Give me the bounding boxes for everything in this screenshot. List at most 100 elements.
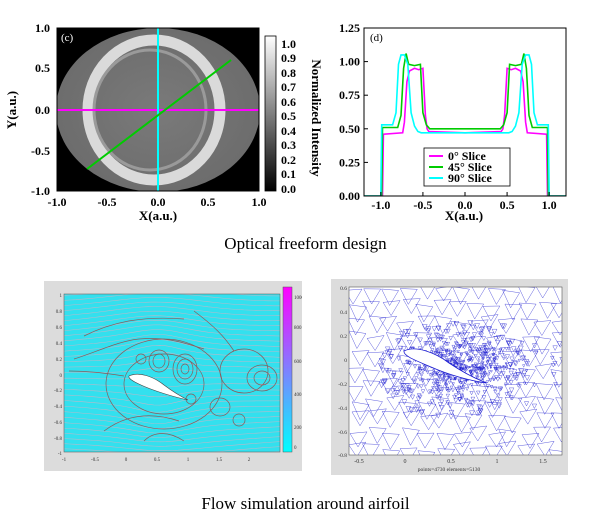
streamline xyxy=(64,320,280,334)
series-line-2 xyxy=(364,54,566,196)
x-tick-label: -0.5 xyxy=(91,458,99,463)
colorbar-tick-label: 0.8 xyxy=(281,66,296,80)
x-tick-label: 1.5 xyxy=(216,458,223,463)
y-tick-label: 1.25 xyxy=(339,21,360,35)
streamline xyxy=(64,409,280,424)
x-tick-label: 0.0 xyxy=(458,198,473,212)
x-tick-label: 0 xyxy=(125,458,128,463)
colorbar-tick-label: 200 xyxy=(294,426,302,431)
y-tick-label: 0.50 xyxy=(339,122,360,136)
y-tick-label: 0.6 xyxy=(56,326,63,331)
x-tick-label: 0.5 xyxy=(154,458,161,463)
y-tick-label: 0.5 xyxy=(35,61,50,75)
x-axis-label: X(a.u.) xyxy=(445,208,483,223)
streamline xyxy=(64,424,280,438)
streamline xyxy=(64,434,280,447)
streamline xyxy=(64,419,280,434)
colorbar-tick-label: 0.2 xyxy=(281,153,296,167)
legend: 0° Slice 45° Slice 90° Slice xyxy=(423,147,511,187)
x-axis-label: X(a.u.) xyxy=(139,208,177,223)
y-tick-label: 1.0 xyxy=(35,21,50,35)
y-axis-label: Y(a.u.) xyxy=(4,91,19,129)
y-tick-label: 0.4 xyxy=(56,342,63,347)
panel-label-d: (d) xyxy=(370,32,383,44)
y-tick-label: -0.6 xyxy=(338,430,347,436)
y-tick-label: -1 xyxy=(58,452,63,457)
y-tick-label: 0.2 xyxy=(340,334,347,340)
panel-c-intensity-map: (c) 1.0 0.5 0.0 -0.5 -1.0 -1.0 -0.5 0.0 … xyxy=(4,21,324,223)
y-tick-label: -0.5 xyxy=(31,144,50,158)
colorbar xyxy=(282,286,293,453)
streamline xyxy=(64,294,280,299)
streamline xyxy=(64,315,280,329)
streamline xyxy=(64,310,280,324)
colorbar-tick-label: 800 xyxy=(294,326,302,331)
colorbar-tick-label: 400 xyxy=(294,393,302,398)
streamline xyxy=(64,414,280,429)
panel-airfoil-mesh: 0.6 0.4 0.2 0 -0.2 -0.4 -0.6 -0.8 -0.5 0… xyxy=(331,279,568,475)
streamline xyxy=(64,383,280,388)
colorbar-tick-label: 600 xyxy=(294,360,302,365)
streamline xyxy=(64,297,280,309)
streamline xyxy=(64,351,280,364)
y-tick-label: 0.4 xyxy=(340,310,347,316)
y-tick-label: -0.2 xyxy=(54,389,62,394)
caption-flow-simulation: Flow simulation around airfoil xyxy=(201,494,410,513)
x-tick-label: 1.0 xyxy=(542,198,557,212)
y-tick-label: -1.0 xyxy=(31,184,50,198)
y-tick-label: 0 xyxy=(344,358,347,364)
x-tick-label: 0.5 xyxy=(201,195,216,209)
x-tick-label: -0.5 xyxy=(354,459,364,465)
streamline xyxy=(64,301,280,314)
y-tick-label: -0.4 xyxy=(54,405,62,410)
y-tick-label: 0.0 xyxy=(35,103,50,117)
caption-optical-freeform: Optical freeform design xyxy=(224,234,387,253)
slice-line-45deg xyxy=(86,59,232,170)
y-tick-label: 0.75 xyxy=(339,88,360,102)
colorbar-tick-label: 0.7 xyxy=(281,80,296,94)
x-tick-label: 1.5 xyxy=(539,459,547,465)
y-tick-label: 0.2 xyxy=(56,358,63,363)
x-tick-label: -0.5 xyxy=(98,195,117,209)
colorbar-tick-label: 0.4 xyxy=(281,124,296,138)
y-tick-label: -0.6 xyxy=(54,421,62,426)
streamline xyxy=(64,339,280,354)
colorbar-tick-label: 1.0 xyxy=(281,37,296,51)
streamline xyxy=(64,399,280,413)
series-line-1 xyxy=(364,53,566,196)
colorbar-tick-label: 0.9 xyxy=(281,51,296,65)
y-tick-label: -0.8 xyxy=(54,437,62,442)
y-tick-label: 1.00 xyxy=(339,55,360,69)
streamline xyxy=(64,306,280,319)
x-tick-label: 1.0 xyxy=(252,195,267,209)
airfoil xyxy=(403,348,488,384)
panel-label-c: (c) xyxy=(61,32,74,44)
streamline xyxy=(64,389,280,398)
streamline xyxy=(64,294,280,304)
y-tick-label: 0 xyxy=(60,374,63,379)
pressure-contours xyxy=(68,310,278,442)
x-tick-label: 1 xyxy=(187,458,190,463)
x-tick-label: 0.5 xyxy=(500,198,515,212)
x-tick-label: 0 xyxy=(404,459,407,465)
x-tick-label: 1 xyxy=(496,459,499,465)
legend-entry: 0° Slice xyxy=(448,149,486,163)
y-tick-label: -0.8 xyxy=(338,453,347,459)
y-tick-label: 0.00 xyxy=(339,189,360,203)
airfoil xyxy=(128,373,189,401)
colorbar-tick-label: 0.3 xyxy=(281,138,296,152)
y-tick-label: -0.4 xyxy=(338,406,347,412)
legend-entry: 45° Slice xyxy=(448,160,492,174)
streamline xyxy=(64,329,280,344)
streamline xyxy=(64,334,280,349)
y-tick-label: 0.6 xyxy=(340,286,347,292)
streamline xyxy=(64,345,280,359)
streamline xyxy=(64,394,280,406)
x-tick-label: -1.0 xyxy=(48,195,67,209)
colorbar-tick-label: 0 xyxy=(294,446,297,451)
panel-d-slice-profiles: -1.0 -0.5 0.0 0.5 1.0 0.00 0.25 0.50 0.75 1.00 1.2… xyxy=(339,21,567,223)
y-tick-label: 0.25 xyxy=(339,155,360,169)
colorbar-tick-label: 0.5 xyxy=(281,109,296,123)
y-tick-label: 1 xyxy=(60,294,63,299)
streamline xyxy=(64,439,280,451)
